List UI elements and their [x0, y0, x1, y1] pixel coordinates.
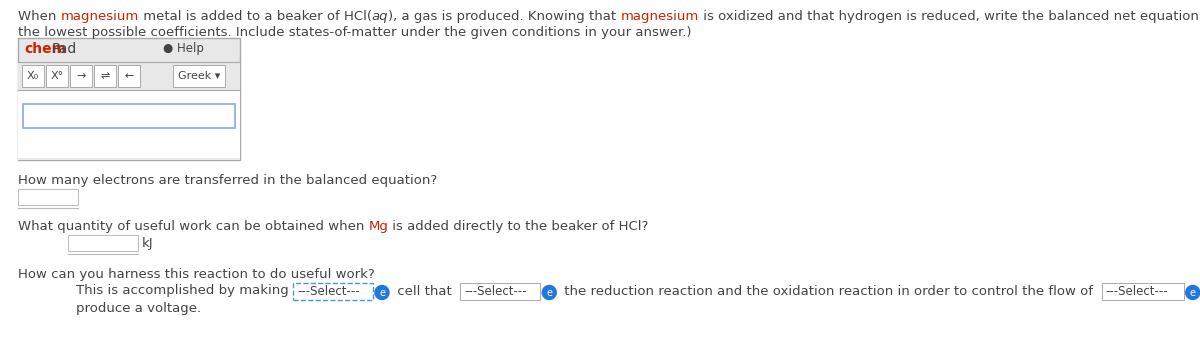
Text: the lowest possible coefficients. Include states-of-matter under the given condi: the lowest possible coefficients. Includ…	[18, 26, 691, 39]
Text: aq: aq	[372, 10, 389, 23]
FancyBboxPatch shape	[18, 90, 240, 158]
FancyBboxPatch shape	[23, 104, 235, 128]
FancyBboxPatch shape	[461, 283, 540, 300]
FancyBboxPatch shape	[18, 189, 78, 205]
Text: Greek ▾: Greek ▾	[178, 71, 220, 81]
Text: Mg: Mg	[368, 220, 389, 233]
FancyBboxPatch shape	[118, 65, 140, 87]
FancyBboxPatch shape	[70, 65, 92, 87]
Text: produce a voltage.: produce a voltage.	[76, 302, 202, 315]
Text: When: When	[18, 10, 61, 23]
Text: X°: X°	[50, 71, 64, 81]
Text: metal is added to a beaker of HCl(: metal is added to a beaker of HCl(	[139, 10, 372, 23]
FancyBboxPatch shape	[22, 65, 44, 87]
FancyBboxPatch shape	[173, 65, 226, 87]
FancyBboxPatch shape	[18, 38, 240, 160]
Text: Pad: Pad	[52, 42, 77, 56]
Text: the reduction reaction and the oxidation reaction in order to control the flow o: the reduction reaction and the oxidation…	[560, 285, 1102, 298]
FancyBboxPatch shape	[18, 158, 240, 160]
Circle shape	[1186, 285, 1200, 299]
Text: e: e	[1189, 287, 1195, 297]
Text: →: →	[77, 71, 85, 81]
Text: is oxidized and that hydrogen is reduced, write the balanced net equation for th: is oxidized and that hydrogen is reduced…	[698, 10, 1200, 23]
Text: e: e	[379, 287, 385, 297]
Text: ), a gas is produced. Knowing that: ), a gas is produced. Knowing that	[389, 10, 620, 23]
Text: ←: ←	[125, 71, 133, 81]
Text: ---Select---: ---Select---	[464, 285, 527, 298]
FancyBboxPatch shape	[293, 283, 373, 300]
Text: ---Select---: ---Select---	[298, 285, 360, 298]
Text: magnesium: magnesium	[620, 10, 698, 23]
Text: ⇌: ⇌	[101, 71, 109, 81]
Text: magnesium: magnesium	[61, 10, 139, 23]
Text: ● Help: ● Help	[163, 42, 204, 55]
FancyBboxPatch shape	[94, 65, 116, 87]
Text: ---Select---: ---Select---	[1105, 285, 1169, 298]
Text: How can you harness this reaction to do useful work?: How can you harness this reaction to do …	[18, 268, 374, 281]
FancyBboxPatch shape	[68, 235, 138, 251]
Circle shape	[374, 285, 389, 299]
Text: chem: chem	[24, 42, 66, 56]
Circle shape	[542, 285, 557, 299]
Text: How many electrons are transferred in the balanced equation?: How many electrons are transferred in th…	[18, 174, 437, 187]
FancyBboxPatch shape	[1102, 283, 1183, 300]
Text: cell that: cell that	[394, 285, 461, 298]
FancyBboxPatch shape	[46, 65, 68, 87]
FancyBboxPatch shape	[18, 62, 240, 90]
Text: e: e	[546, 287, 552, 297]
Text: This is accomplished by making: This is accomplished by making	[76, 284, 293, 297]
Text: What quantity of useful work can be obtained when: What quantity of useful work can be obta…	[18, 220, 368, 233]
Text: kJ: kJ	[142, 237, 154, 249]
Text: X₀: X₀	[26, 71, 40, 81]
Text: is added directly to the beaker of HCl?: is added directly to the beaker of HCl?	[389, 220, 649, 233]
